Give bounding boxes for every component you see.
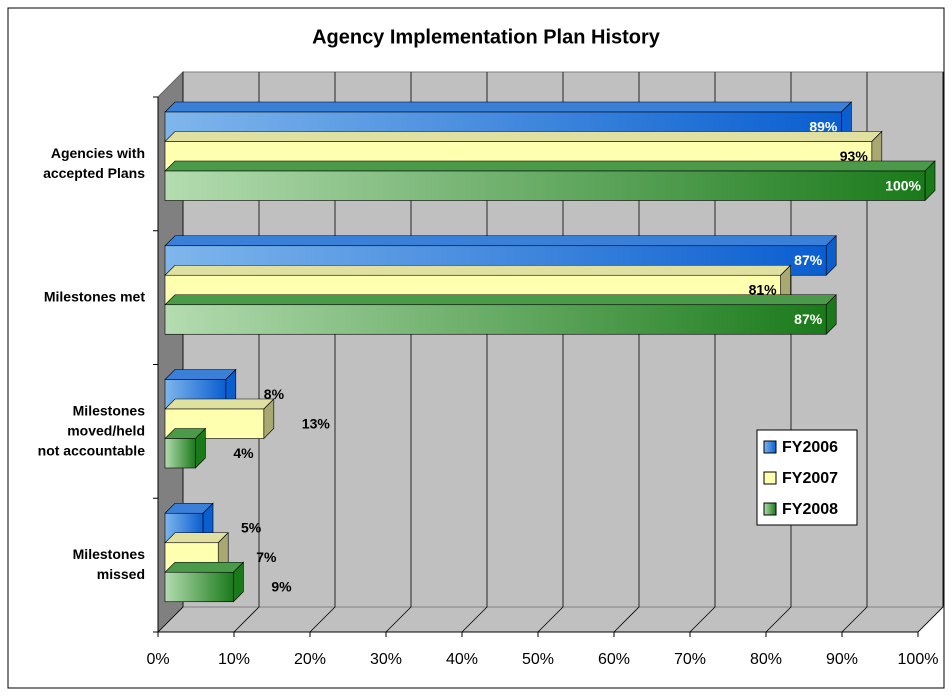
data-label: 93% [840, 148, 869, 164]
x-tick-label: 30% [370, 651, 402, 668]
chart-title: Agency Implementation Plan History [312, 26, 661, 48]
bar-top [164, 532, 229, 544]
data-label: 100% [885, 177, 921, 193]
y-tick-label: Milestones moved/held not accountable [38, 402, 146, 458]
bar-top [164, 294, 837, 306]
bar-top [164, 369, 237, 380]
x-tick-label: 70% [674, 651, 706, 668]
grid-line [917, 72, 944, 633]
data-label: 5% [241, 520, 262, 536]
x-tick-label: 40% [446, 651, 478, 668]
bar-top [164, 561, 245, 573]
x-tick-label: 60% [598, 651, 630, 668]
bar-top [164, 235, 837, 247]
bar-top [164, 398, 275, 410]
data-label: 9% [271, 579, 292, 595]
y-tick-label: Milestones met [44, 288, 145, 304]
legend-label: FY2006 [782, 439, 838, 456]
legend-swatch [763, 471, 777, 485]
data-label: 13% [302, 415, 331, 431]
bar-top [164, 160, 936, 172]
data-label: 87% [794, 311, 823, 327]
x-tick-label: 100% [898, 651, 939, 668]
bar [164, 571, 234, 603]
data-label: 81% [749, 282, 778, 298]
x-tick-label: 90% [826, 651, 858, 668]
x-tick-label: 20% [294, 651, 326, 668]
data-label: 89% [809, 118, 838, 134]
y-tick-label: Agencies with accepted Plans [43, 145, 145, 181]
legend-label: FY2007 [782, 470, 838, 487]
grid-line [841, 72, 868, 633]
data-label: 8% [264, 386, 285, 402]
bar-top [164, 131, 883, 142]
bar [164, 438, 196, 469]
legend-swatch [763, 440, 777, 454]
data-label: 4% [233, 445, 254, 461]
y-tick-label: Milestones missed [73, 546, 146, 582]
x-tick-label: 0% [146, 651, 169, 668]
legend-label: FY2008 [782, 501, 838, 518]
x-tick-label: 80% [750, 651, 782, 668]
data-label: 87% [794, 252, 823, 268]
bar-top [164, 264, 792, 276]
x-tick-label: 50% [522, 651, 554, 668]
bar-top [164, 101, 853, 113]
x-tick-label: 10% [218, 651, 250, 668]
legend-swatch [763, 502, 777, 516]
data-label: 7% [256, 549, 277, 565]
bar [164, 170, 926, 201]
bar [164, 304, 827, 335]
